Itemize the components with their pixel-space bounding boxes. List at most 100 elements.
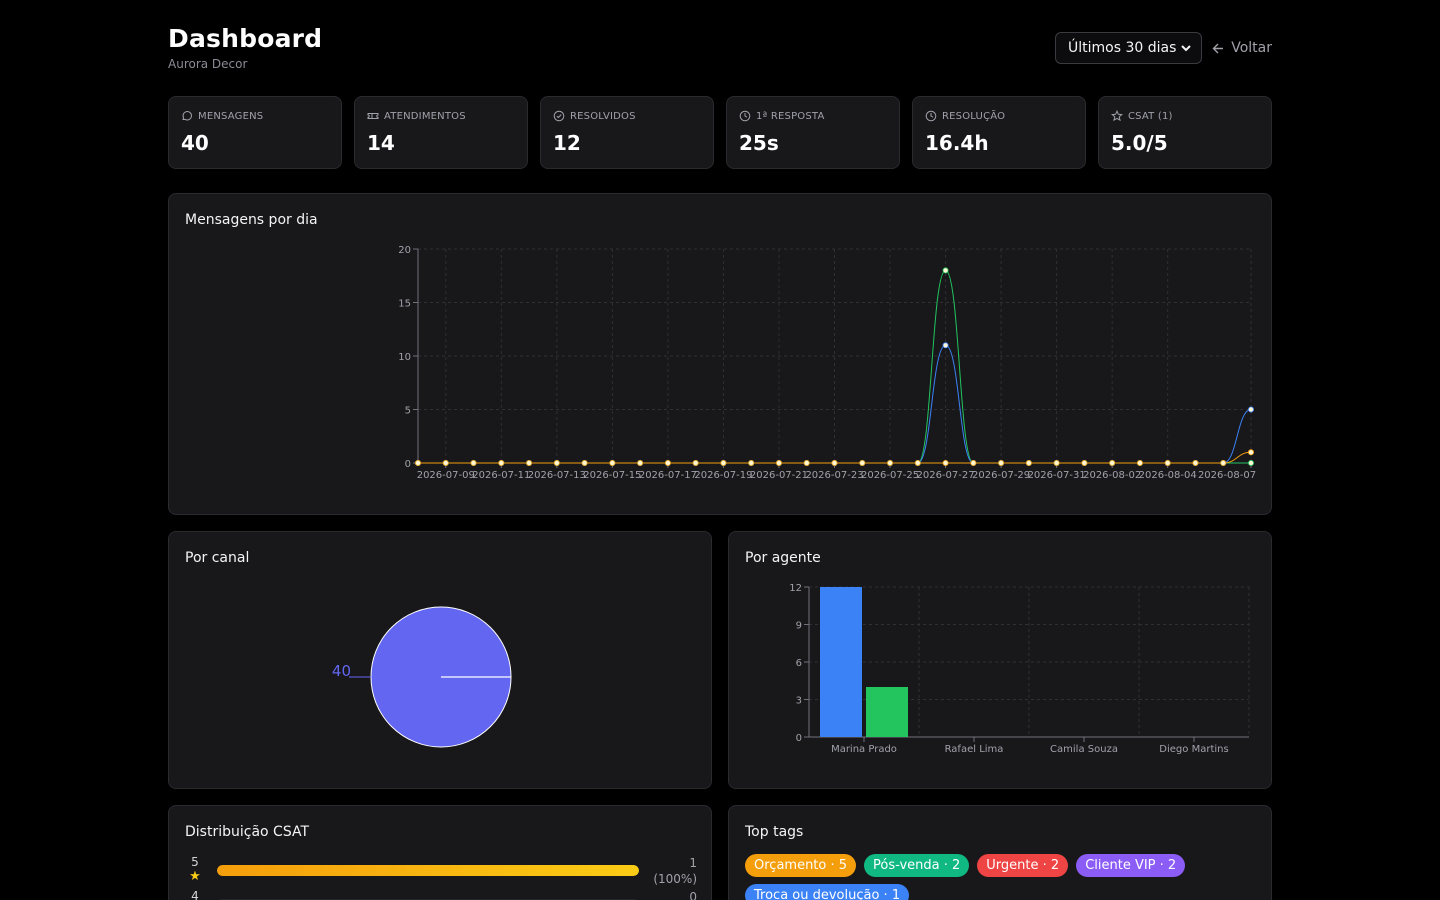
- data-point[interactable]: [1109, 459, 1116, 466]
- x-tick-label: 2026-07-29: [972, 470, 1030, 481]
- tag-chip[interactable]: Urgente · 2: [977, 854, 1069, 877]
- stat-card-first-response: 1ª RESPOSTA 25s: [726, 96, 900, 169]
- x-tick-label: Rafael Lima: [945, 744, 1004, 755]
- csat-bar-fill: [217, 865, 639, 876]
- stat-label: ATENDIMENTOS: [384, 110, 466, 122]
- page-title: Dashboard: [168, 24, 323, 53]
- stat-label: 1ª RESPOSTA: [756, 110, 825, 122]
- data-point[interactable]: [1136, 459, 1143, 466]
- x-tick-label: 2026-08-04: [1139, 470, 1197, 481]
- tag-chip[interactable]: Troca ou devolução · 1: [745, 884, 910, 900]
- stat-card-resolved: RESOLVIDOS 12: [540, 96, 714, 169]
- agent-panel: Por agente 0 3 6 9 12 Marina Prado Rafael Lima…: [728, 531, 1272, 789]
- x-tick-label: 2026-07-21: [750, 470, 808, 481]
- y-tick-label: 15: [398, 299, 411, 310]
- stats-row: MENSAGENS 40 ATENDIMENTOS 14 RESOLVIDOS …: [168, 96, 1272, 169]
- data-point[interactable]: [970, 459, 977, 466]
- data-point[interactable]: [720, 459, 727, 466]
- data-point[interactable]: [1248, 459, 1255, 466]
- tag-chip[interactable]: Orçamento · 5: [745, 854, 857, 877]
- csat-score: 4★: [191, 889, 199, 900]
- csat-panel: Distribuição CSAT 5★ 1(100%) 4★ 0(0%): [168, 805, 712, 900]
- message-icon: [182, 111, 192, 121]
- messages-line-chart: 051015202026-07-092026-07-112026-07-1320…: [398, 245, 1256, 481]
- data-point[interactable]: [859, 459, 866, 466]
- data-point[interactable]: [803, 459, 810, 466]
- data-point[interactable]: [692, 459, 699, 466]
- data-point[interactable]: [637, 459, 644, 466]
- data-point[interactable]: [914, 459, 921, 466]
- data-point[interactable]: [942, 459, 949, 466]
- panel-title: Top tags: [745, 824, 804, 840]
- panel-title: Mensagens por dia: [185, 212, 318, 228]
- x-tick-label: 2026-07-15: [583, 470, 641, 481]
- tag-chip[interactable]: Pós-venda · 2: [864, 854, 970, 877]
- y-tick-label: 0: [405, 459, 411, 470]
- data-point[interactable]: [942, 342, 949, 349]
- data-point[interactable]: [1248, 406, 1255, 413]
- data-point[interactable]: [470, 459, 477, 466]
- data-point[interactable]: [1192, 459, 1199, 466]
- data-point[interactable]: [1248, 449, 1255, 456]
- data-point[interactable]: [998, 459, 1005, 466]
- pie-slice-label: 40: [332, 662, 351, 680]
- x-tick-label: 2026-08-07: [1198, 470, 1256, 481]
- chevron-down-icon: [1181, 45, 1191, 52]
- stat-card-messages: MENSAGENS 40: [168, 96, 342, 169]
- stat-value: 16.4h: [925, 131, 989, 155]
- agent-bar-chart: 0 3 6 9 12 Marina Prado Rafael Lima Camila Souz…: [789, 583, 1250, 755]
- bar[interactable]: [820, 587, 862, 737]
- data-point[interactable]: [942, 267, 949, 274]
- bar[interactable]: [866, 687, 908, 737]
- stat-value: 25s: [739, 131, 779, 155]
- y-tick-label: 3: [796, 696, 802, 707]
- page-subtitle: Aurora Decor: [168, 57, 248, 71]
- stat-value: 14: [367, 131, 395, 155]
- y-tick-label: 10: [398, 352, 411, 363]
- channel-panel: Por canal 40: [168, 531, 712, 789]
- tag-list: Orçamento · 5 Pós-venda · 2 Urgente · 2 Cli…: [745, 854, 1255, 900]
- data-point[interactable]: [609, 459, 616, 466]
- back-link[interactable]: Voltar: [1212, 38, 1272, 58]
- check-circle-icon: [553, 110, 565, 122]
- data-point[interactable]: [1025, 459, 1032, 466]
- data-point[interactable]: [1220, 459, 1227, 466]
- csat-count: 0(0%): [689, 890, 697, 900]
- csat-score: 5 ★: [189, 855, 201, 884]
- data-point[interactable]: [748, 459, 755, 466]
- data-point[interactable]: [664, 459, 671, 466]
- data-point[interactable]: [553, 459, 560, 466]
- data-point[interactable]: [831, 459, 838, 466]
- x-tick-label: 2026-07-27: [917, 470, 975, 481]
- stat-card-resolution: RESOLUÇÃO 16.4h: [912, 96, 1086, 169]
- x-tick-label: 2026-07-17: [639, 470, 697, 481]
- data-point[interactable]: [1081, 459, 1088, 466]
- stat-value: 5.0/5: [1111, 131, 1168, 155]
- tags-panel: Top tags Orçamento · 5 Pós-venda · 2 Urgen…: [728, 805, 1272, 900]
- x-tick-label: 2026-08-02: [1083, 470, 1141, 481]
- stat-label: MENSAGENS: [198, 110, 264, 122]
- panel-title: Por agente: [745, 550, 821, 566]
- data-point[interactable]: [1053, 459, 1060, 466]
- data-point[interactable]: [442, 459, 449, 466]
- clock-icon: [925, 110, 937, 122]
- channel-pie-chart: 40: [332, 606, 512, 748]
- y-tick-label: 12: [789, 583, 802, 594]
- data-point[interactable]: [414, 459, 421, 466]
- data-point[interactable]: [581, 459, 588, 466]
- data-point[interactable]: [775, 459, 782, 466]
- data-point[interactable]: [887, 459, 894, 466]
- data-point[interactable]: [498, 459, 505, 466]
- arrow-left-icon: [1212, 43, 1224, 53]
- tag-chip[interactable]: Cliente VIP · 2: [1076, 854, 1186, 877]
- csat-bar: [217, 865, 639, 876]
- y-tick-label: 20: [398, 245, 411, 256]
- stat-label: RESOLVIDOS: [570, 110, 636, 122]
- panel-title: Distribuição CSAT: [185, 824, 310, 840]
- star-icon: [1111, 110, 1123, 122]
- x-tick-label: 2026-07-31: [1028, 470, 1086, 481]
- data-point[interactable]: [526, 459, 533, 466]
- stat-label: CSAT (1): [1128, 110, 1173, 122]
- period-select[interactable]: Últimos 30 dias: [1055, 32, 1202, 64]
- data-point[interactable]: [1164, 459, 1171, 466]
